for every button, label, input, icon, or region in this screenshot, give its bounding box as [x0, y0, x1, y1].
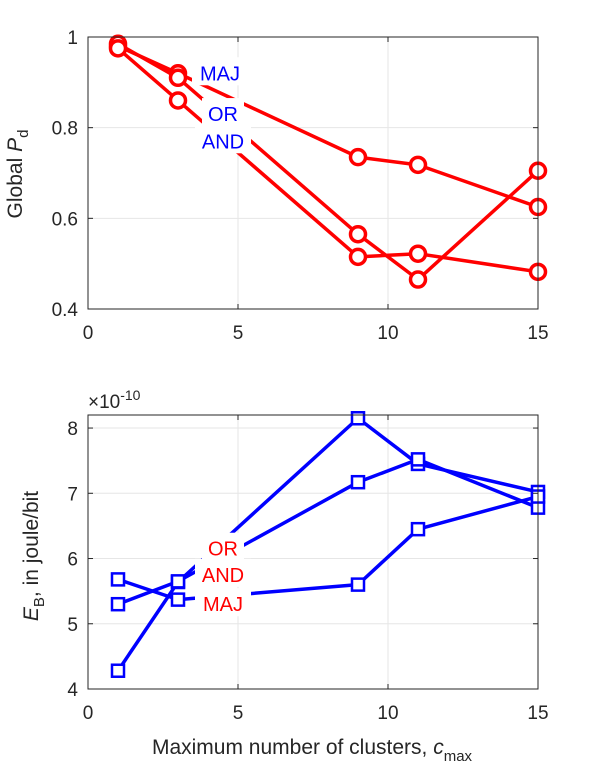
pd-x-tick-label: 5	[233, 323, 244, 344]
pd-series-and-point	[348, 247, 368, 267]
eb-chart: OR AND MAJ 0 5 10 15 4 5 6 7 8 ×10-10 EB, in joule…	[20, 387, 549, 765]
eb-annotation-bg	[202, 532, 244, 561]
eb-series-maj	[110, 489, 546, 607]
eb-annotation-text: AND	[202, 565, 244, 587]
eb-series-and-point	[410, 452, 426, 467]
eb-plot-frame	[87, 414, 539, 690]
pd-series-or-point	[408, 270, 428, 289]
pd-x-tick-label: 15	[527, 323, 548, 344]
pd-y-tick-label: 0.8	[52, 119, 78, 140]
pd-annotation-bg	[202, 98, 244, 127]
eb-annotation-bg	[195, 588, 251, 617]
eb-annotation-or: OR	[202, 532, 244, 561]
eb-x-axis-label: Maximum number of clusters, cmax	[152, 736, 473, 765]
eb-annotation-and: AND	[195, 558, 251, 587]
pd-y-tick-label: 0.4	[52, 300, 79, 321]
eb-series-maj-point	[170, 592, 186, 607]
eb-y-tick-label: 5	[67, 615, 78, 636]
pd-series-maj-point	[408, 155, 428, 175]
pd-annotation-bg	[195, 125, 251, 154]
eb-series-or-point	[350, 411, 366, 426]
eb-annotation-text: MAJ	[203, 594, 243, 616]
eb-series-or-point	[110, 663, 126, 678]
eb-multiplier: ×10-10	[88, 387, 141, 413]
pd-annotation-or: OR	[202, 98, 244, 127]
pd-series-or-point	[348, 224, 368, 244]
pd-x-tick-label: 0	[83, 323, 94, 344]
pd-series-and-point	[108, 39, 128, 58]
pd-series-maj-point	[348, 147, 368, 167]
eb-series-and-point	[350, 474, 366, 490]
pd-annotation-text: OR	[208, 104, 238, 126]
pd-y-tick-label: 0.6	[52, 209, 78, 230]
pd-y-tick-label: 1	[67, 28, 78, 49]
eb-annotation-bg	[195, 558, 251, 587]
eb-y-tick-label: 4	[67, 680, 78, 701]
eb-series-maj-point	[350, 577, 366, 592]
pd-plot-frame	[87, 36, 539, 310]
eb-y-tick-label: 8	[67, 419, 78, 440]
pd-annotation-maj: MAJ	[192, 57, 248, 85]
eb-series-maj-point	[410, 521, 426, 537]
pd-annotation-and: AND	[195, 125, 251, 154]
pd-series-or	[108, 34, 548, 289]
eb-series-and-point	[170, 574, 186, 589]
eb-x-tick-label: 10	[377, 703, 398, 724]
pd-chart: MAJ OR AND 0 5 10 15 0.4 0.6 0.8 1 Global Pd	[4, 28, 549, 344]
eb-series-maj-point	[110, 572, 126, 587]
eb-x-tick-label: 0	[83, 703, 94, 724]
eb-x-tick-label: 5	[233, 703, 244, 724]
eb-x-tick-label: 15	[527, 703, 548, 724]
pd-y-axis-label: Global Pd	[4, 130, 32, 219]
pd-series-maj	[108, 36, 548, 217]
eb-series-and-point	[110, 596, 126, 612]
eb-y-axis-label: EB, in joule/bit	[20, 491, 48, 621]
pd-annotation-bg	[192, 57, 248, 86]
eb-series-and	[110, 452, 546, 612]
eb-annotation-text: OR	[208, 539, 238, 561]
pd-annotation-text: AND	[202, 131, 244, 153]
eb-y-tick-label: 7	[67, 484, 78, 505]
pd-series-and-point	[168, 91, 188, 110]
eb-series-or	[110, 411, 546, 678]
pd-x-tick-label: 10	[377, 323, 398, 344]
eb-y-tick-label: 6	[67, 550, 78, 571]
pd-series-or-point	[168, 68, 188, 88]
pd-series-and-point	[408, 244, 428, 263]
eb-series-or-line	[116, 416, 539, 672]
pd-annotation-text: MAJ	[200, 63, 240, 85]
eb-annotation-maj: MAJ	[195, 588, 251, 617]
